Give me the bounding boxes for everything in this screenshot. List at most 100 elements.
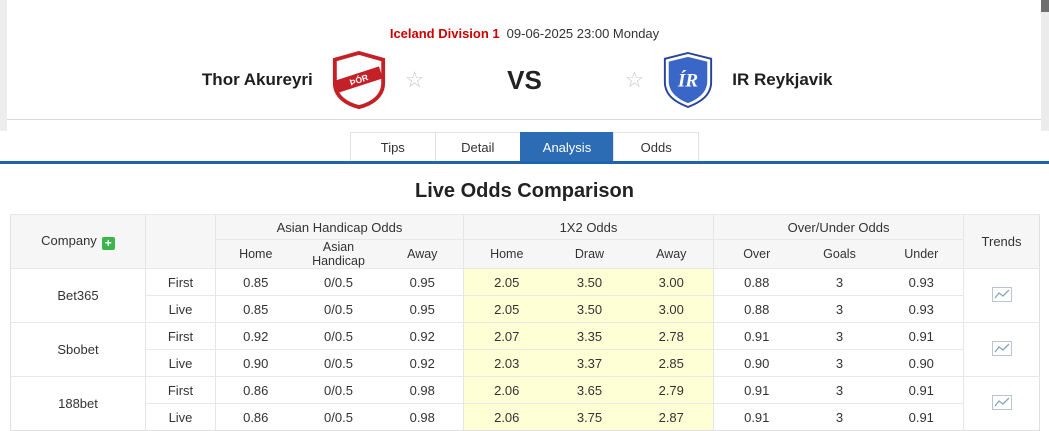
tabs-divider-bar <box>0 161 1049 164</box>
row-type-header <box>145 214 216 269</box>
odds-cell: 0.90 <box>713 349 800 377</box>
company-name: 188bet <box>10 376 146 431</box>
odds-cell: 3.50 <box>549 295 630 323</box>
section-title: Live Odds Comparison <box>415 180 634 202</box>
row-type: First <box>145 268 216 296</box>
odds-cell: 0/0.5 <box>295 376 382 404</box>
odds-cell: 0.85 <box>215 268 296 296</box>
odds-cell: 2.05 <box>463 295 550 323</box>
odds-cell: 0/0.5 <box>295 403 382 431</box>
odds-cell: 0.95 <box>381 295 464 323</box>
odds-cell: 0.93 <box>879 295 964 323</box>
odds-cell: 2.87 <box>629 403 714 431</box>
table-row: 188bet First 0.86 0/0.5 0.98 2.06 3.65 2… <box>10 376 1040 431</box>
table-row: Sbobet First 0.92 0/0.5 0.92 2.07 3.35 2… <box>10 322 1040 377</box>
table-row: Live 0.86 0/0.5 0.98 2.06 3.75 2.87 0.91… <box>11 403 1040 431</box>
odds-cell: 3 <box>799 403 880 431</box>
company-name: Bet365 <box>10 268 146 323</box>
table-row: Bet365 First 0.85 0/0.5 0.95 2.05 3.50 3… <box>10 268 1040 323</box>
match-meta: Iceland Division 1 09-06-2025 23:00 Monda… <box>0 26 1049 41</box>
odds-cell: 0.91 <box>713 403 800 431</box>
odds-cell: 0/0.5 <box>295 268 382 296</box>
odds-cell: 0/0.5 <box>295 349 382 377</box>
odds-cell: 3.65 <box>549 376 630 404</box>
home-side: Thor Akureyri ÞÓR ☆ <box>5 50 425 110</box>
trend-chart-icon[interactable] <box>991 394 1012 410</box>
trends-cell <box>963 268 1040 323</box>
odds-cell: 2.05 <box>463 268 550 296</box>
tab-analysis[interactable]: Analysis <box>519 132 615 161</box>
odds-cell: 0.86 <box>215 403 296 431</box>
odds-cell: 2.07 <box>463 322 550 350</box>
odds-cell: 0.98 <box>381 376 464 404</box>
asian-handicap-group-header: Asian Handicap Odds <box>215 214 464 240</box>
1x2-group-header: 1X2 Odds <box>463 214 714 240</box>
1x2-home-header: Home <box>463 239 550 269</box>
company-header: Company + <box>10 214 146 269</box>
odds-cell: 0/0.5 <box>295 322 382 350</box>
table-row: Live 0.85 0/0.5 0.95 2.05 3.50 3.00 0.88… <box>11 295 1040 323</box>
favorite-star-away[interactable]: ☆ <box>624 67 645 92</box>
scrollbar-track <box>1041 0 1049 131</box>
row-type: Live <box>145 295 216 323</box>
odds-cell: 0.91 <box>713 322 800 350</box>
league-name: Iceland Division 1 <box>389 26 500 41</box>
tab-tips[interactable]: Tips <box>349 132 436 161</box>
1x2-draw-header: Draw <box>549 239 630 269</box>
odds-cell: 3 <box>799 295 880 323</box>
vs-label: VS <box>507 64 542 95</box>
odds-cell: 0.93 <box>879 268 964 296</box>
row-type: First <box>145 322 216 350</box>
odds-cell: 3 <box>799 268 880 296</box>
trend-chart-icon[interactable] <box>991 286 1012 302</box>
row-type: Live <box>145 403 216 431</box>
trend-chart-icon[interactable] <box>991 340 1012 356</box>
ou-under-header: Under <box>879 239 964 269</box>
odds-cell: 0.88 <box>713 268 800 296</box>
odds-cell: 0.90 <box>215 349 296 377</box>
odds-cell: 0.91 <box>879 322 964 350</box>
match-tabs: Tips Detail Analysis Odds <box>0 132 1049 161</box>
odds-cell: 2.85 <box>629 349 714 377</box>
odds-cell: 2.03 <box>463 349 550 377</box>
favorite-star-home[interactable]: ☆ <box>404 67 425 92</box>
odds-cell: 3 <box>799 322 880 350</box>
odds-cell: 3.75 <box>549 403 630 431</box>
kickoff-time: 09-06-2025 23:00 Monday <box>506 26 660 41</box>
match-header: Iceland Division 1 09-06-2025 23:00 Monda… <box>0 0 1049 120</box>
odds-cell: 0/0.5 <box>295 295 382 323</box>
away-team-name: IR Reykjavik <box>732 70 833 89</box>
odds-cell: 3.00 <box>629 295 714 323</box>
odds-cell: 0.95 <box>381 268 464 296</box>
ah-home-header: Home <box>215 239 296 269</box>
odds-cell: 3.37 <box>549 349 630 377</box>
odds-cell: 3.00 <box>629 268 714 296</box>
row-type: First <box>145 376 216 404</box>
odds-cell: 0.98 <box>381 403 464 431</box>
odds-cell: 0.91 <box>713 376 800 404</box>
odds-cell: 0.91 <box>879 376 964 404</box>
trends-header: Trends <box>963 214 1040 269</box>
ah-away-header: Away <box>381 239 464 269</box>
odds-cell: 3 <box>799 349 880 377</box>
odds-cell: 0.92 <box>381 349 464 377</box>
ou-over-header: Over <box>713 239 800 269</box>
add-company-icon[interactable]: + <box>101 237 115 250</box>
odds-cell: 3.50 <box>549 268 630 296</box>
scrollbar-thumb[interactable] <box>1041 0 1049 12</box>
tab-odds[interactable]: Odds <box>613 132 700 161</box>
svg-text:ÍR: ÍR <box>677 70 698 92</box>
odds-cell: 2.06 <box>463 403 550 431</box>
over-under-group-header: Over/Under Odds <box>712 214 964 240</box>
odds-cell: 0.85 <box>215 295 296 323</box>
table-row: Live 0.90 0/0.5 0.92 2.03 3.37 2.85 0.90… <box>11 349 1040 377</box>
ah-handicap-header: Asian Handicap <box>295 239 382 269</box>
company-name: Sbobet <box>10 322 146 377</box>
tab-detail[interactable]: Detail <box>434 132 521 161</box>
odds-cell: 0.92 <box>215 322 296 350</box>
1x2-away-header: Away <box>629 239 714 269</box>
row-type: Live <box>145 349 216 377</box>
away-side: ☆ ÍR IR Reykjavik <box>625 51 1045 109</box>
odds-cell: 2.79 <box>629 376 714 404</box>
match-row: Thor Akureyri ÞÓR ☆ VS ☆ ÍR IR Reykjavik <box>0 50 1049 110</box>
